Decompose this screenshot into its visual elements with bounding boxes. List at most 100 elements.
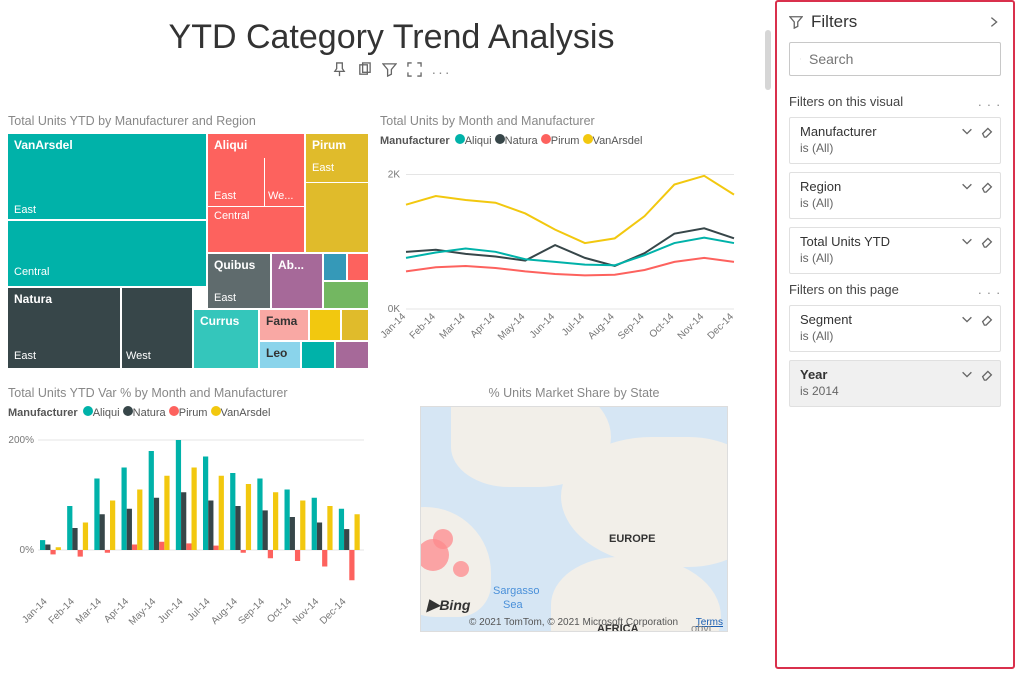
- chevron-down-icon[interactable]: [960, 179, 974, 193]
- treemap-tile-aliqui[interactable]: Aliqui East We... Central: [208, 134, 304, 252]
- bar-aliqui[interactable]: [94, 479, 99, 551]
- legend-item[interactable]: Natura: [133, 407, 166, 419]
- treemap-tile[interactable]: [324, 282, 368, 308]
- treemap-tile[interactable]: [348, 254, 368, 280]
- filter-search[interactable]: [789, 42, 1001, 76]
- more-icon[interactable]: . . .: [978, 282, 1001, 297]
- bar-natura[interactable]: [154, 498, 159, 550]
- legend-item[interactable]: Natura: [505, 135, 538, 147]
- bar-natura[interactable]: [290, 517, 295, 550]
- treemap-tile-pirum[interactable]: Pirum East: [306, 134, 368, 252]
- bar-pirum[interactable]: [50, 550, 55, 554]
- bar-pirum[interactable]: [78, 550, 83, 557]
- eraser-icon[interactable]: [980, 367, 994, 381]
- bar-natura[interactable]: [100, 514, 105, 550]
- bar-natura[interactable]: [317, 523, 322, 551]
- scrollbar-thumb[interactable]: [765, 30, 771, 90]
- legend-item[interactable]: Pirum: [551, 135, 580, 147]
- legend-item[interactable]: Aliqui: [93, 407, 120, 419]
- bar-aliqui[interactable]: [176, 440, 181, 550]
- bar-vanarsdel[interactable]: [110, 501, 115, 551]
- bar-aliqui[interactable]: [257, 479, 262, 551]
- bar-natura[interactable]: [208, 501, 213, 551]
- chevron-down-icon[interactable]: [960, 367, 974, 381]
- bar-pirum[interactable]: [241, 550, 246, 553]
- treemap-tile[interactable]: [336, 342, 368, 368]
- treemap-visual[interactable]: Total Units YTD by Manufacturer and Regi…: [8, 114, 368, 379]
- eraser-icon[interactable]: [980, 312, 994, 326]
- bar-vanarsdel[interactable]: [83, 523, 88, 551]
- treemap-tile-quibus[interactable]: QuibusEast: [208, 254, 270, 308]
- bar-pirum[interactable]: [213, 546, 218, 550]
- bar-natura[interactable]: [181, 492, 186, 550]
- bar-vanarsdel[interactable]: [219, 476, 224, 550]
- legend-item[interactable]: VanArsdel: [593, 135, 643, 147]
- more-icon[interactable]: . . .: [978, 94, 1001, 109]
- treemap-tile-fama[interactable]: Fama: [260, 310, 308, 340]
- eraser-icon[interactable]: [980, 234, 994, 248]
- treemap-body[interactable]: VanArsdel East CentralNatura East WestAl…: [8, 134, 368, 368]
- treemap-tile-currus[interactable]: Currus: [194, 310, 258, 368]
- bar-pirum[interactable]: [268, 550, 273, 558]
- treemap-tile[interactable]: [310, 310, 340, 340]
- bar-aliqui[interactable]: [339, 509, 344, 550]
- treemap-tile[interactable]: [302, 342, 334, 368]
- bar-vanarsdel[interactable]: [137, 490, 142, 551]
- bar-aliqui[interactable]: [40, 540, 45, 550]
- bar-pirum[interactable]: [159, 542, 164, 550]
- bar-aliqui[interactable]: [67, 506, 72, 550]
- bar-natura[interactable]: [263, 510, 268, 550]
- search-input[interactable]: [809, 51, 990, 67]
- bar-vanarsdel[interactable]: [164, 476, 169, 550]
- chevron-down-icon[interactable]: [960, 124, 974, 138]
- bar-vanarsdel[interactable]: [300, 501, 305, 551]
- treemap-tile-natura[interactable]: Natura East West: [8, 288, 192, 368]
- bar-natura[interactable]: [45, 545, 50, 551]
- bar-pirum[interactable]: [295, 550, 300, 561]
- bar-aliqui[interactable]: [285, 490, 290, 551]
- map-visual[interactable]: % Units Market Share by State ▶Bing © 20…: [420, 386, 750, 666]
- filter-card[interactable]: Total Units YTD is (All): [789, 227, 1001, 274]
- bar-aliqui[interactable]: [122, 468, 127, 551]
- line-series-vanarsdel[interactable]: [406, 176, 734, 243]
- map-bubble[interactable]: [453, 561, 469, 577]
- line-chart-plot[interactable]: 0K2KJan-14Feb-14Mar-14Apr-14May-14Jun-14…: [380, 151, 740, 351]
- eraser-icon[interactable]: [980, 179, 994, 193]
- bar-pirum[interactable]: [349, 550, 354, 580]
- chevron-down-icon[interactable]: [960, 234, 974, 248]
- focus-icon[interactable]: [407, 62, 422, 82]
- treemap-tile-vanarsdel[interactable]: VanArsdel East Central: [8, 134, 206, 286]
- legend-item[interactable]: Aliqui: [465, 135, 492, 147]
- bar-vanarsdel[interactable]: [56, 547, 61, 550]
- copy-icon[interactable]: [357, 62, 372, 82]
- bar-natura[interactable]: [127, 509, 132, 550]
- bar-vanarsdel[interactable]: [273, 492, 278, 550]
- bar-natura[interactable]: [72, 528, 77, 550]
- filter-card[interactable]: Segment is (All): [789, 305, 1001, 352]
- filter-icon[interactable]: [382, 62, 397, 82]
- legend-item[interactable]: Pirum: [179, 407, 208, 419]
- treemap-tile[interactable]: [324, 254, 346, 280]
- treemap-tile-abbas[interactable]: Ab...: [272, 254, 322, 308]
- legend-item[interactable]: VanArsdel: [221, 407, 271, 419]
- more-icon[interactable]: ···: [432, 64, 452, 80]
- bar-vanarsdel[interactable]: [355, 514, 360, 550]
- bar-aliqui[interactable]: [312, 498, 317, 550]
- bar-vanarsdel[interactable]: [246, 484, 251, 550]
- treemap-tile[interactable]: [342, 310, 368, 340]
- filter-card[interactable]: Year is 2014: [789, 360, 1001, 407]
- line-chart-visual[interactable]: Total Units by Month and Manufacturer Ma…: [380, 114, 750, 379]
- bar-pirum[interactable]: [186, 543, 191, 550]
- chevron-down-icon[interactable]: [960, 312, 974, 326]
- bar-aliqui[interactable]: [149, 451, 154, 550]
- bar-pirum[interactable]: [105, 550, 110, 553]
- collapse-icon[interactable]: [987, 15, 1001, 29]
- bar-pirum[interactable]: [132, 545, 137, 551]
- map-bubble[interactable]: [433, 529, 453, 549]
- bar-natura[interactable]: [344, 529, 349, 550]
- filter-card[interactable]: Manufacturer is (All): [789, 117, 1001, 164]
- treemap-tile-leo[interactable]: Leo: [260, 342, 300, 368]
- bar-chart-visual[interactable]: Total Units YTD Var % by Month and Manuf…: [8, 386, 368, 666]
- bar-natura[interactable]: [235, 506, 240, 550]
- pin-icon[interactable]: [332, 62, 347, 82]
